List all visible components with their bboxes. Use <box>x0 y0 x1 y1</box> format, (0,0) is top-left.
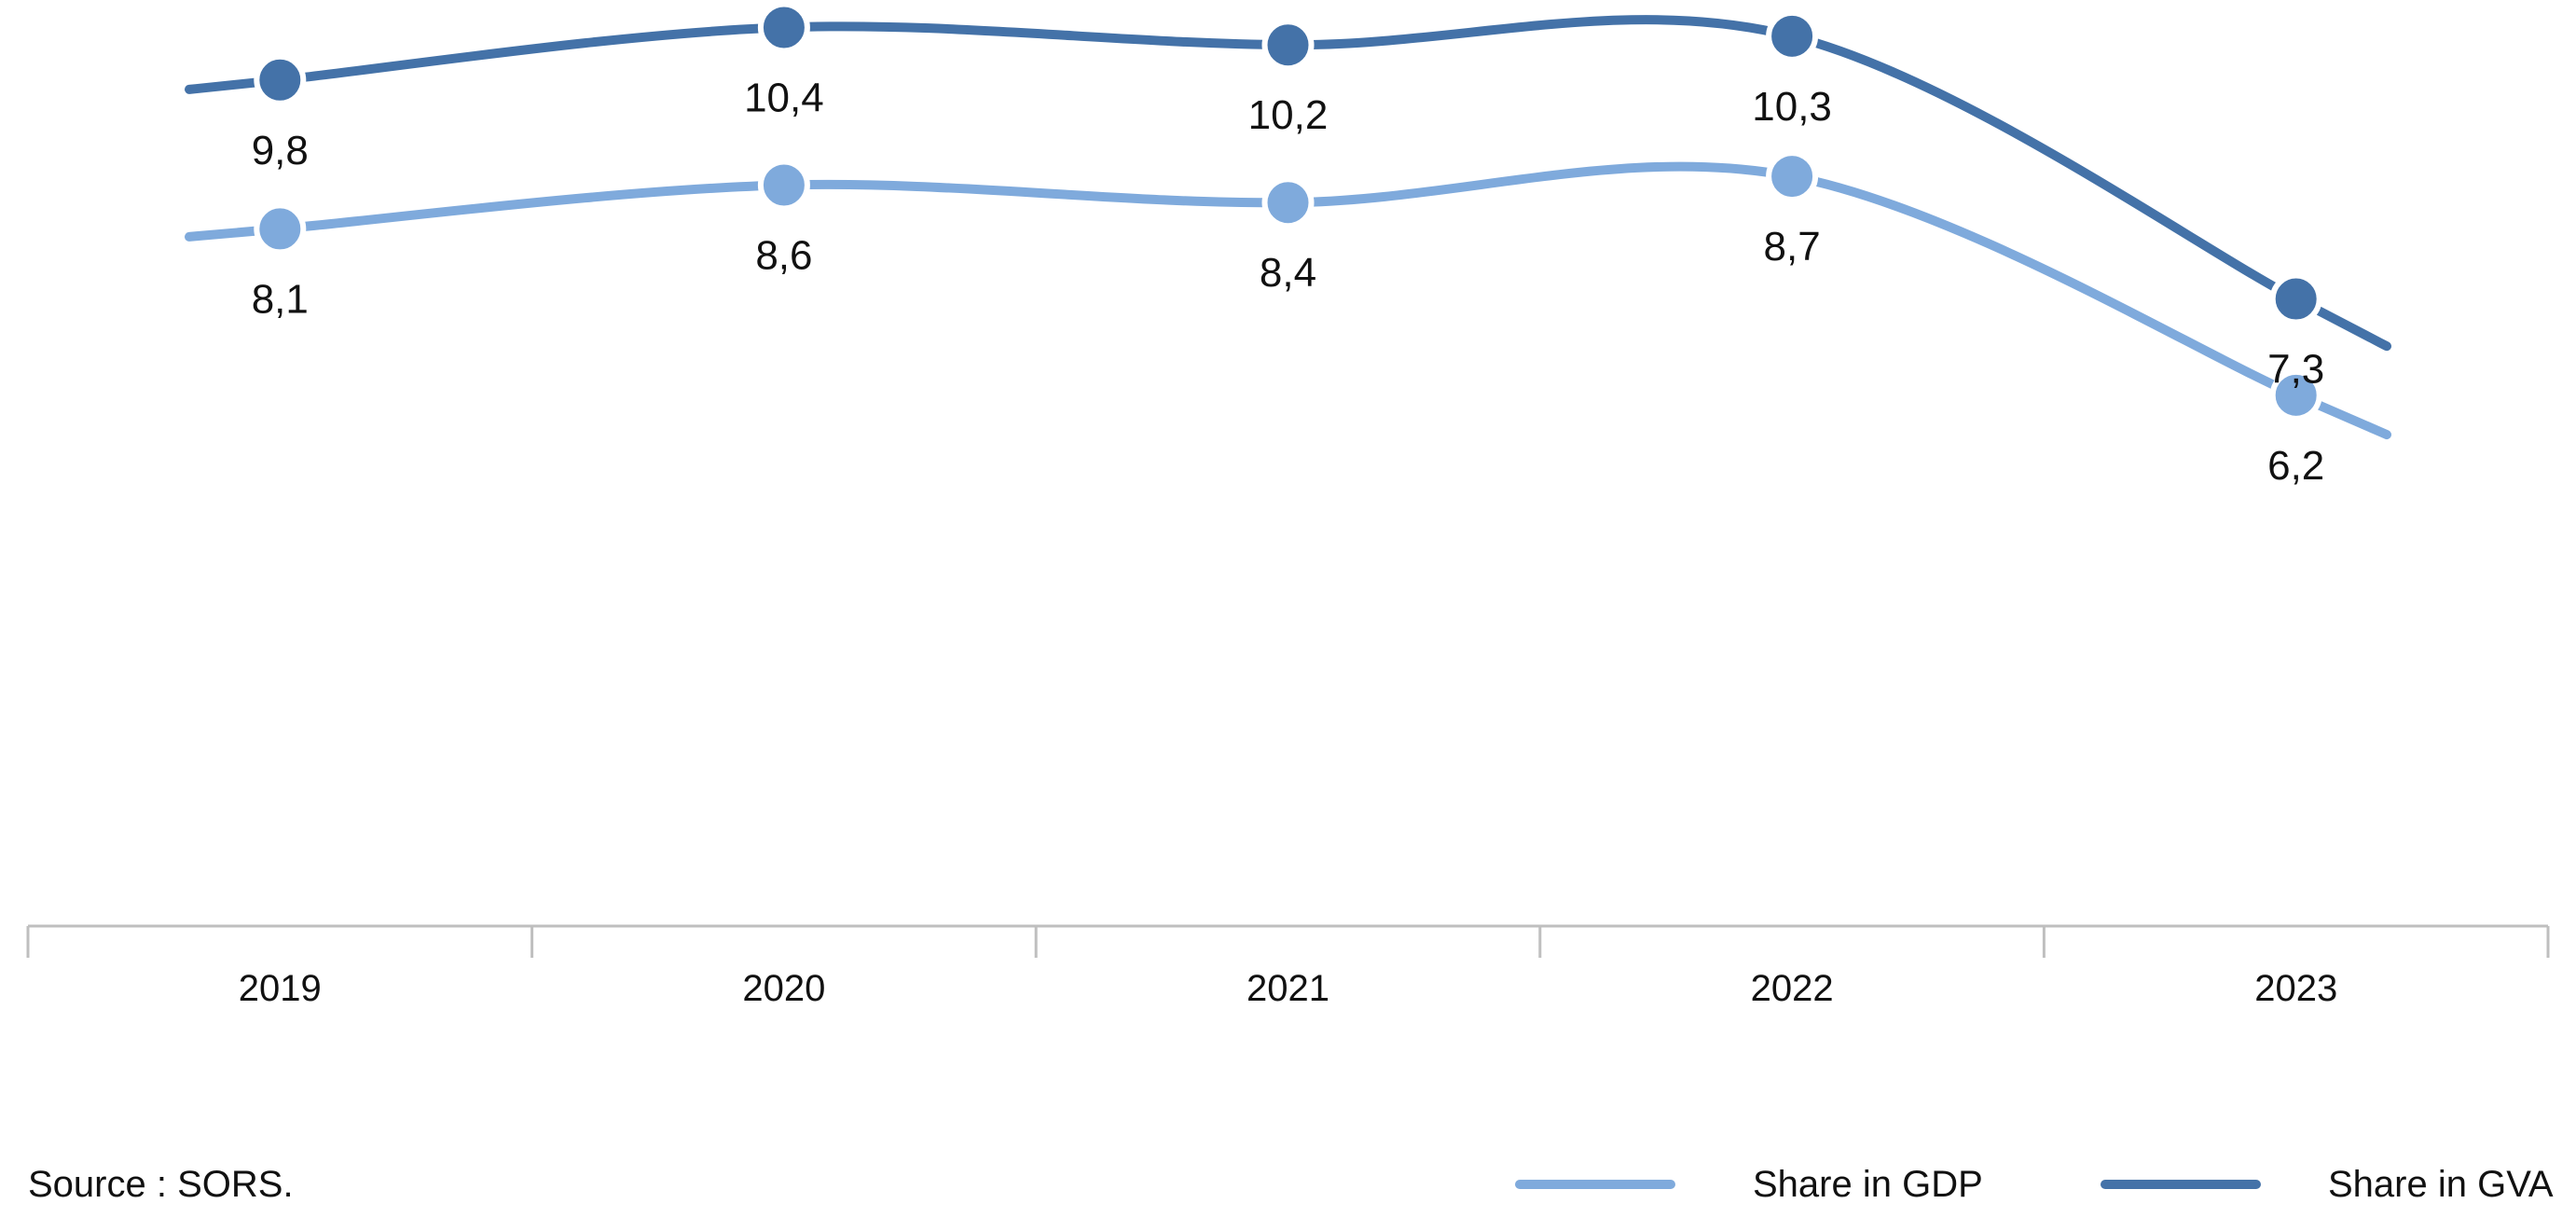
legend-label-share-in-gdp: Share in GDP <box>1753 1164 1983 1205</box>
legend-label-share-in-gva: Share in GVA <box>2328 1164 2554 1205</box>
legend: Share in GDP Share in GVA <box>1515 1164 2554 1205</box>
x-tick-label-2019: 2019 <box>239 968 322 1009</box>
data-label-share-in-gva-2023: 7,3 <box>2267 347 2324 393</box>
data-label-share-in-gva-2021: 10,2 <box>1248 92 1329 138</box>
data-point-share-in-gva-2020 <box>757 1 810 54</box>
x-axis: 2019 2020 2021 2022 2023 <box>26 924 2550 1009</box>
data-point-share-in-gdp-2021 <box>1261 176 1315 229</box>
data-label-share-in-gva-2022: 10,3 <box>1752 84 1832 130</box>
data-point-share-in-gva-2023 <box>2269 272 2322 325</box>
data-label-share-in-gdp-2020: 8,6 <box>755 232 812 278</box>
x-tick-label-2022: 2022 <box>1751 968 1834 1009</box>
data-point-share-in-gva-2022 <box>1766 9 1819 62</box>
series-markers <box>254 1 2322 422</box>
data-label-share-in-gva-2020: 10,4 <box>744 75 824 120</box>
x-tick-label-2023: 2023 <box>2254 968 2337 1009</box>
data-label-share-in-gdp-2019: 8,1 <box>252 276 309 322</box>
data-label-share-in-gdp-2022: 8,7 <box>1764 224 1821 270</box>
data-point-share-in-gva-2019 <box>254 53 307 106</box>
data-point-share-in-gdp-2020 <box>757 159 810 212</box>
x-tick-label-2020: 2020 <box>742 968 825 1009</box>
data-label-share-in-gva-2019: 9,8 <box>252 128 309 173</box>
source-note: Source : SORS. <box>28 1164 294 1205</box>
data-point-share-in-gdp-2023 <box>2269 368 2322 422</box>
data-label-share-in-gdp-2023: 6,2 <box>2267 443 2324 489</box>
data-point-share-in-gdp-2019 <box>254 202 307 256</box>
data-point-share-in-gva-2021 <box>1261 19 1315 72</box>
data-label-share-in-gdp-2021: 8,4 <box>1260 250 1316 296</box>
x-tick-label-2021: 2021 <box>1247 968 1329 1009</box>
data-labels: 8,1 8,6 8,4 8,7 6,2 9,8 10,4 10,2 10,3 7,3 <box>252 75 2325 488</box>
data-point-share-in-gdp-2022 <box>1766 150 1819 203</box>
